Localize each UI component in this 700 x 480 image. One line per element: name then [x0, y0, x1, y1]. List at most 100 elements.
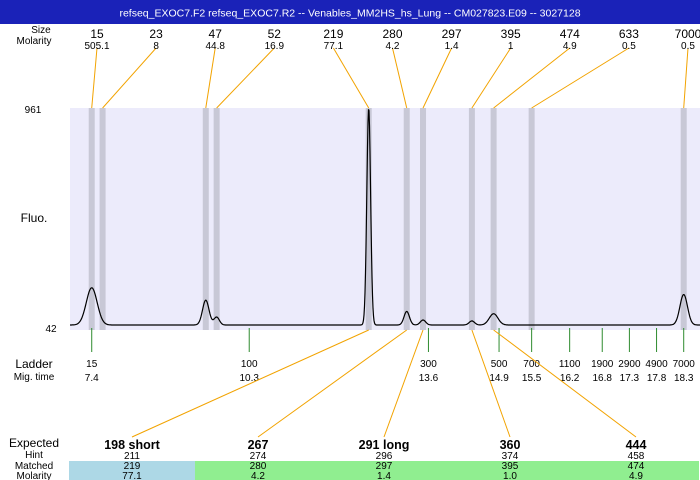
plot-background — [70, 108, 700, 330]
matched-cell-bg-1 — [195, 461, 321, 480]
ladder-mig-time-0: 7.4 — [85, 373, 99, 384]
expected-matched-3: 395 — [502, 461, 519, 472]
expected-molarity-1: 4.2 — [251, 471, 265, 480]
ladder-mig-time-9: 18.3 — [674, 373, 694, 384]
ladder-mig-time-3: 14.9 — [489, 373, 509, 384]
top-peak-size-6: 297 — [442, 27, 462, 41]
expected-connector-2 — [383, 329, 424, 438]
peak-band-4 — [365, 108, 372, 330]
expected-label-3: 360 — [500, 438, 521, 452]
top-peak-size-1: 23 — [149, 27, 163, 41]
expected-hint-3: 374 — [502, 451, 519, 462]
ladder-size-9: 7000 — [673, 359, 696, 370]
expected-molarity-0: 77.1 — [122, 471, 142, 480]
top-peak-molarity-2: 44.8 — [205, 41, 225, 52]
expected-molarity-4: 4.9 — [629, 471, 643, 480]
molarity-bottom-row-label: Molarity — [16, 471, 51, 480]
expected-hint-4: 458 — [628, 451, 645, 462]
top-peak-molarity-0: 505.1 — [84, 41, 109, 52]
matched-cell-bg-4 — [573, 461, 699, 480]
ladder-mig-time-5: 16.2 — [560, 373, 580, 384]
expected-hint-2: 296 — [376, 451, 393, 462]
top-peak-connector-2 — [205, 47, 216, 109]
ladder-size-0: 15 — [86, 359, 98, 370]
top-peak-molarity-4: 77.1 — [324, 41, 344, 52]
molarity-row-label: Molarity — [16, 36, 51, 47]
top-peak-molarity-3: 16.9 — [265, 41, 285, 52]
ladder-mig-time-8: 17.8 — [647, 373, 667, 384]
expected-row-label: Expected — [9, 436, 59, 450]
expected-connector-0 — [131, 329, 369, 438]
peak-band-0 — [88, 108, 95, 330]
expected-matched-2: 297 — [376, 461, 393, 472]
peak-band-9 — [528, 108, 535, 330]
expected-molarity-2: 1.4 — [377, 471, 391, 480]
y-axis-label: Fluo. — [21, 211, 48, 225]
top-peak-molarity-7: 1 — [508, 41, 514, 52]
peak-band-3 — [213, 108, 220, 330]
ladder-markers: 15 7.4 100 10.3 300 13.6 500 14.9 700 15.5 1100 16.… — [85, 328, 695, 384]
mig-time-row-label: Mig. time — [14, 372, 55, 383]
expected-matched-0: 219 — [124, 461, 141, 472]
peak-band-2 — [202, 108, 209, 330]
matched-cell-bg-3 — [447, 461, 573, 480]
top-peak-connector-1 — [102, 47, 157, 109]
ladder-size-2: 300 — [420, 359, 437, 370]
top-peak-connector-8 — [493, 47, 571, 109]
ladder-size-7: 2900 — [618, 359, 641, 370]
matched-cell-bg-2 — [321, 461, 447, 480]
ladder-mig-time-2: 13.6 — [419, 373, 439, 384]
expected-hint-0: 211 — [124, 451, 140, 462]
top-peak-size-8: 474 — [560, 27, 580, 41]
top-peak-molarity-5: 4.2 — [386, 41, 400, 52]
expected-connector-1 — [257, 329, 408, 438]
hint-row-label: Hint — [25, 450, 43, 461]
expected-hint-1: 274 — [250, 451, 267, 462]
expected-molarity-3: 1.0 — [503, 471, 517, 480]
top-peak-size-5: 280 — [382, 27, 402, 41]
top-peak-connector-3 — [216, 47, 275, 109]
y-min-label: 42 — [45, 324, 57, 335]
top-peak-molarity-10: 0.5 — [681, 41, 695, 52]
peak-band-10 — [680, 108, 687, 330]
top-peak-connector-6 — [422, 47, 453, 109]
expected-matched-4: 474 — [628, 461, 645, 472]
top-peak-connector-9 — [531, 47, 630, 109]
title-bar — [0, 0, 700, 24]
top-peak-connector-7 — [471, 47, 512, 109]
peak-band-5 — [403, 108, 410, 330]
ladder-mig-time-1: 10.3 — [239, 373, 259, 384]
top-peak-size-2: 47 — [209, 27, 223, 41]
peak-band-8 — [490, 108, 497, 330]
expected-label-1: 267 — [248, 438, 269, 452]
ladder-size-5: 1100 — [559, 359, 581, 370]
expected-label-4: 444 — [626, 438, 647, 452]
peak-band-6 — [420, 108, 427, 330]
expected-matched-1: 280 — [250, 461, 267, 472]
peak-band-1 — [99, 108, 106, 330]
ladder-mig-time-7: 17.3 — [620, 373, 640, 384]
top-peak-connector-10 — [683, 47, 689, 109]
top-peak-size-7: 395 — [501, 27, 521, 41]
expected-connector-4 — [493, 329, 637, 438]
top-peak-size-4: 219 — [323, 27, 343, 41]
ladder-size-6: 1900 — [591, 359, 614, 370]
expected-connector-3 — [471, 329, 511, 438]
ladder-size-3: 500 — [491, 359, 508, 370]
top-peak-size-9: 633 — [619, 27, 639, 41]
ladder-row-label: Ladder — [15, 357, 52, 371]
expected-label-0: 198 short — [104, 438, 160, 452]
top-peak-molarity-6: 1.4 — [445, 41, 459, 52]
top-peak-connector-0 — [91, 47, 98, 109]
top-peak-molarity-1: 8 — [153, 41, 159, 52]
plot-area — [70, 108, 700, 330]
top-peak-connector-5 — [392, 47, 408, 109]
top-peak-molarity-8: 4.9 — [563, 41, 577, 52]
ladder-mig-time-6: 16.8 — [593, 373, 613, 384]
top-peak-size-0: 15 — [90, 27, 104, 41]
fluorescence-trace — [70, 109, 700, 326]
top-peak-size-3: 52 — [268, 27, 282, 41]
y-max-label: 961 — [25, 105, 42, 116]
